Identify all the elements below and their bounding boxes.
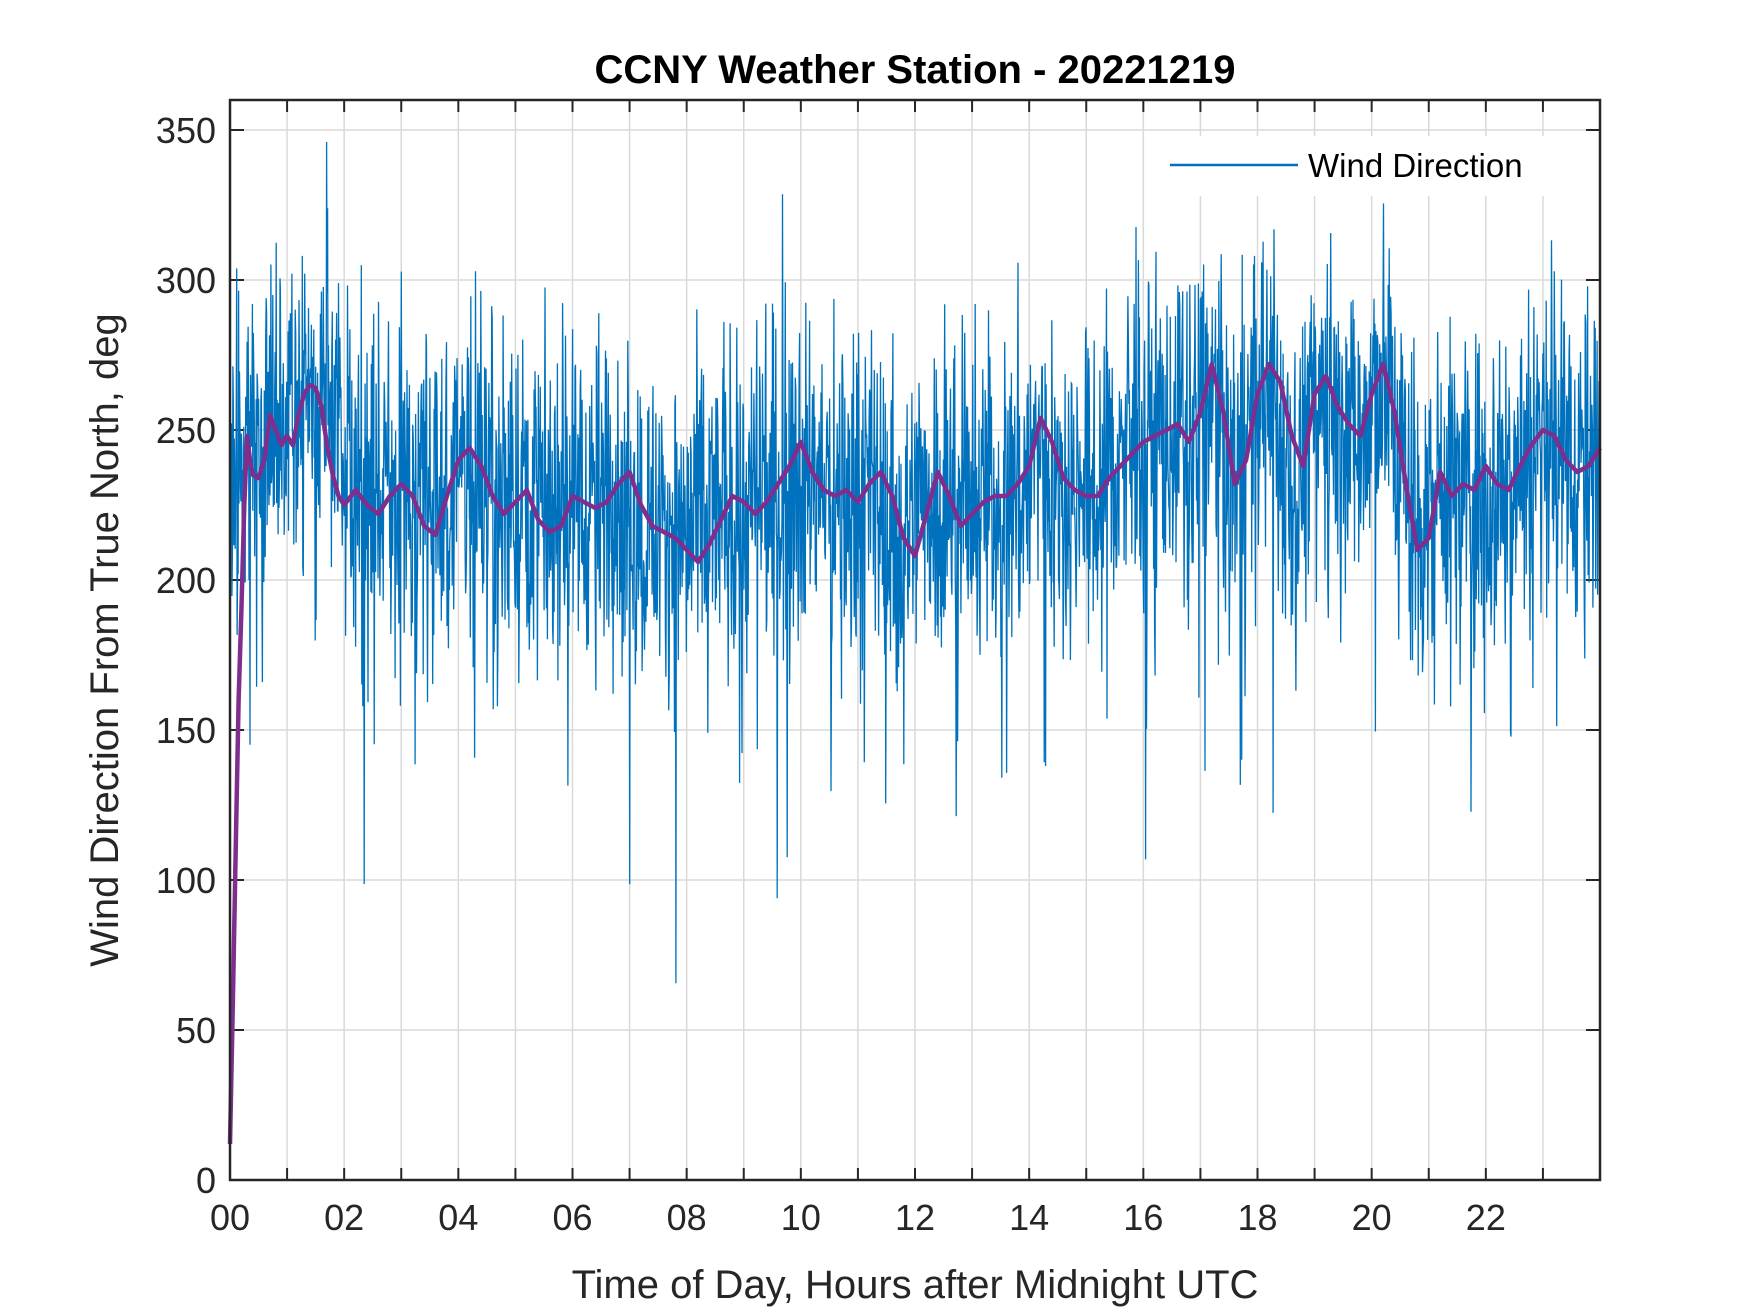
legend-label-wind-direction: Wind Direction bbox=[1308, 147, 1523, 184]
y-tick-label: 150 bbox=[156, 710, 216, 751]
series bbox=[227, 141, 1602, 1145]
y-ticks: 0 50 100 150 200 250 300 350 bbox=[156, 110, 1600, 1201]
y-tick-label: 350 bbox=[156, 110, 216, 151]
y-tick-label: 300 bbox=[156, 260, 216, 301]
y-tick-label: 100 bbox=[156, 860, 216, 901]
x-tick-label: 20 bbox=[1352, 1197, 1392, 1238]
x-tick-label: 16 bbox=[1123, 1197, 1163, 1238]
x-tick-label: 10 bbox=[781, 1197, 821, 1238]
y-tick-label: 0 bbox=[196, 1160, 216, 1201]
x-tick-label: 08 bbox=[667, 1197, 707, 1238]
chart-title: CCNY Weather Station - 20221219 bbox=[595, 48, 1236, 92]
x-tick-label: 12 bbox=[895, 1197, 935, 1238]
x-tick-label: 02 bbox=[324, 1197, 364, 1238]
y-tick-label: 50 bbox=[176, 1010, 216, 1051]
x-tick-label: 04 bbox=[438, 1197, 478, 1238]
x-tick-label: 22 bbox=[1466, 1197, 1506, 1238]
series-line-smoothed bbox=[227, 361, 1602, 1145]
x-tick-label: 14 bbox=[1009, 1197, 1049, 1238]
x-tick-label: 00 bbox=[210, 1197, 250, 1238]
y-tick-label: 200 bbox=[156, 560, 216, 601]
plot-frame bbox=[228, 98, 1602, 1182]
x-tick-label: 18 bbox=[1237, 1197, 1277, 1238]
y-tick-label: 250 bbox=[156, 410, 216, 451]
x-tick-label: 06 bbox=[552, 1197, 592, 1238]
series-line-wind-direction bbox=[229, 141, 1601, 984]
y-axis-label: Wind Direction From True North, deg bbox=[83, 313, 127, 967]
legend: Wind Direction bbox=[1150, 136, 1570, 196]
x-axis-label: Time of Day, Hours after Midnight UTC bbox=[572, 1263, 1259, 1307]
x-ticks: 00 02 04 06 08 10 12 14 16 18 20 22 bbox=[210, 100, 1544, 1238]
